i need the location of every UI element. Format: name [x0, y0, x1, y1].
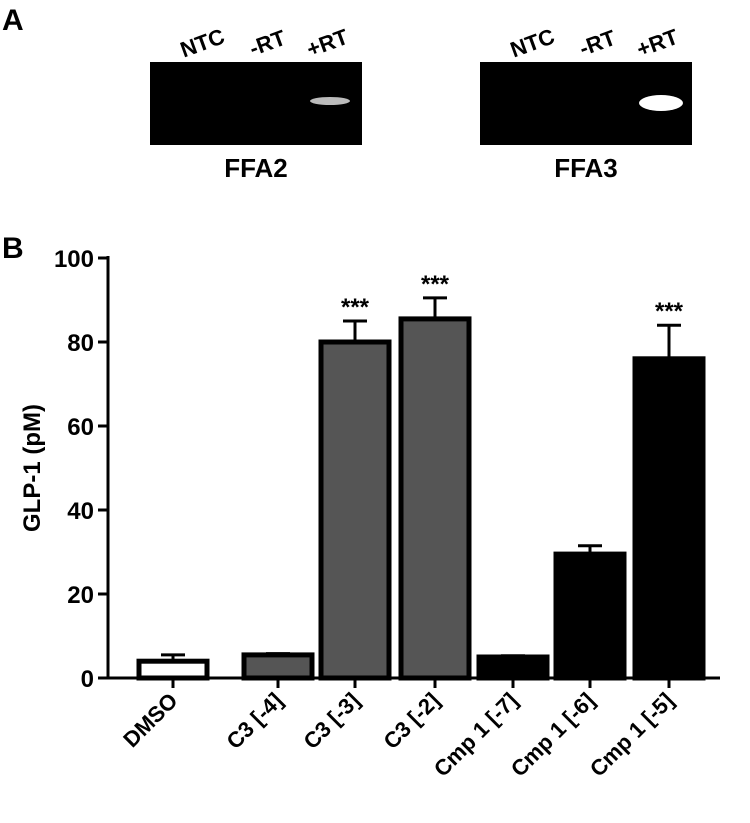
- significance-label: ***: [655, 298, 684, 325]
- lane-label: +RT: [633, 24, 682, 62]
- lane-label: NTC: [177, 23, 228, 62]
- significance-label: ***: [341, 294, 370, 321]
- x-tick-label: C3 [-3]: [298, 688, 364, 754]
- bar: [136, 658, 210, 681]
- y-tick-label: 60: [67, 414, 94, 441]
- bar: [398, 316, 472, 681]
- bar: [632, 356, 706, 681]
- lane-label: NTC: [507, 23, 558, 62]
- panel-label: B: [2, 232, 24, 265]
- lane-label: -RT: [246, 25, 290, 61]
- bar: [553, 551, 627, 681]
- bar: [476, 654, 550, 681]
- lane-label: -RT: [576, 25, 620, 61]
- gel-label: FFA2: [224, 153, 288, 183]
- x-tick-label: DMSO: [118, 688, 182, 752]
- bar: [241, 652, 315, 681]
- y-tick-label: 100: [54, 246, 94, 273]
- y-tick-label: 80: [67, 330, 94, 357]
- x-tick-label: C3 [-4]: [221, 688, 287, 754]
- y-axis-label: GLP-1 (pM): [19, 404, 46, 532]
- gel-band: [639, 95, 683, 111]
- bar: [318, 339, 392, 681]
- lane-label: +RT: [303, 24, 352, 62]
- panel-label: A: [2, 4, 24, 37]
- y-tick-label: 40: [67, 498, 94, 525]
- gel-label: FFA3: [554, 153, 618, 183]
- x-tick-label: Cmp 1 [-6]: [506, 688, 600, 782]
- gel-band: [310, 97, 350, 105]
- y-tick-label: 0: [81, 666, 94, 693]
- y-tick-label: 20: [67, 582, 94, 609]
- significance-label: ***: [421, 271, 450, 298]
- x-tick-label: C3 [-2]: [378, 688, 444, 754]
- x-tick-label: Cmp 1 [-5]: [585, 688, 679, 782]
